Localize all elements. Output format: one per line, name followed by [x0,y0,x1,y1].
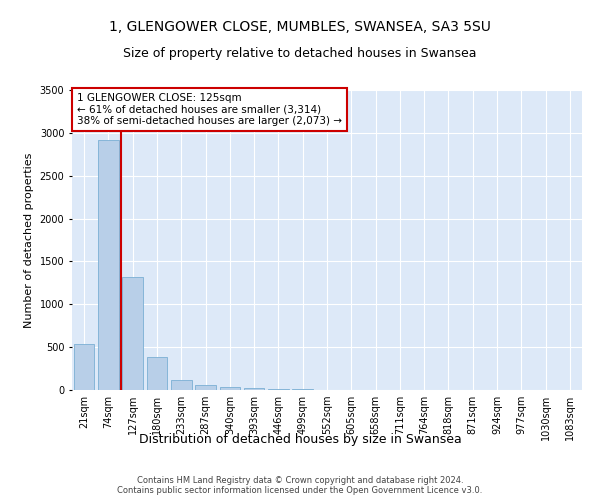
Text: 1 GLENGOWER CLOSE: 125sqm
← 61% of detached houses are smaller (3,314)
38% of se: 1 GLENGOWER CLOSE: 125sqm ← 61% of detac… [77,93,342,126]
Bar [98,140,119,390]
Bar [220,387,240,390]
Bar [195,385,216,390]
Bar [74,344,94,390]
Bar [244,388,265,390]
Bar [122,277,143,390]
Text: 1, GLENGOWER CLOSE, MUMBLES, SWANSEA, SA3 5SU: 1, GLENGOWER CLOSE, MUMBLES, SWANSEA, SA… [109,20,491,34]
Y-axis label: Number of detached properties: Number of detached properties [24,152,34,328]
Bar [268,389,289,390]
Text: Distribution of detached houses by size in Swansea: Distribution of detached houses by size … [139,432,461,446]
Text: Contains HM Land Registry data © Crown copyright and database right 2024.
Contai: Contains HM Land Registry data © Crown c… [118,476,482,495]
Text: Size of property relative to detached houses in Swansea: Size of property relative to detached ho… [123,48,477,60]
Bar [146,356,167,390]
Bar [171,380,191,390]
